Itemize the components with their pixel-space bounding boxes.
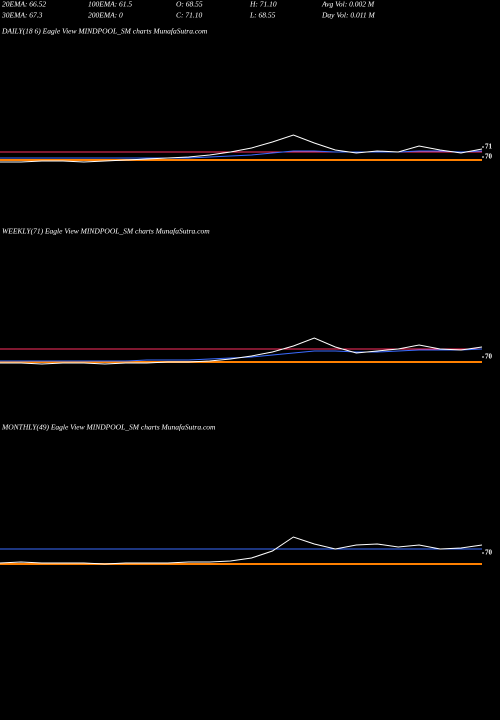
header-stat: O: 68.55 — [176, 0, 203, 9]
y-tick-label: 70 — [485, 549, 493, 557]
panel-title: WEEKLY(71) Eagle View MINDPOOL_SM charts… — [2, 227, 210, 236]
y-tick-label: 71 — [485, 143, 493, 151]
price-line — [0, 134, 483, 163]
price-line — [0, 536, 483, 565]
panel-title: DAILY(18 6) Eagle View MINDPOOL_SM chart… — [1, 27, 208, 36]
panel-title: MONTHLY(49) Eagle View MINDPOOL_SM chart… — [1, 423, 216, 432]
header-stat: 20EMA: 66.52 — [2, 0, 46, 9]
y-tick-label: 70 — [485, 153, 493, 161]
price-line — [0, 348, 483, 362]
header-stat: 100EMA: 61.5 — [88, 0, 132, 9]
y-tick-label: 70 — [485, 353, 493, 361]
header-stat: Day Vol: 0.011 M — [321, 11, 376, 20]
header-stat: C: 71.10 — [176, 11, 203, 20]
header-stat: 200EMA: 0 — [88, 11, 123, 20]
header-stat: 30EMA: 67.3 — [1, 11, 43, 20]
price-line — [0, 150, 483, 159]
price-line — [0, 337, 483, 365]
header-stat: L: 68.55 — [249, 11, 276, 20]
header-stat: Avg Vol: 0.002 M — [321, 0, 375, 9]
header-stat: H: 71.10 — [249, 0, 277, 9]
